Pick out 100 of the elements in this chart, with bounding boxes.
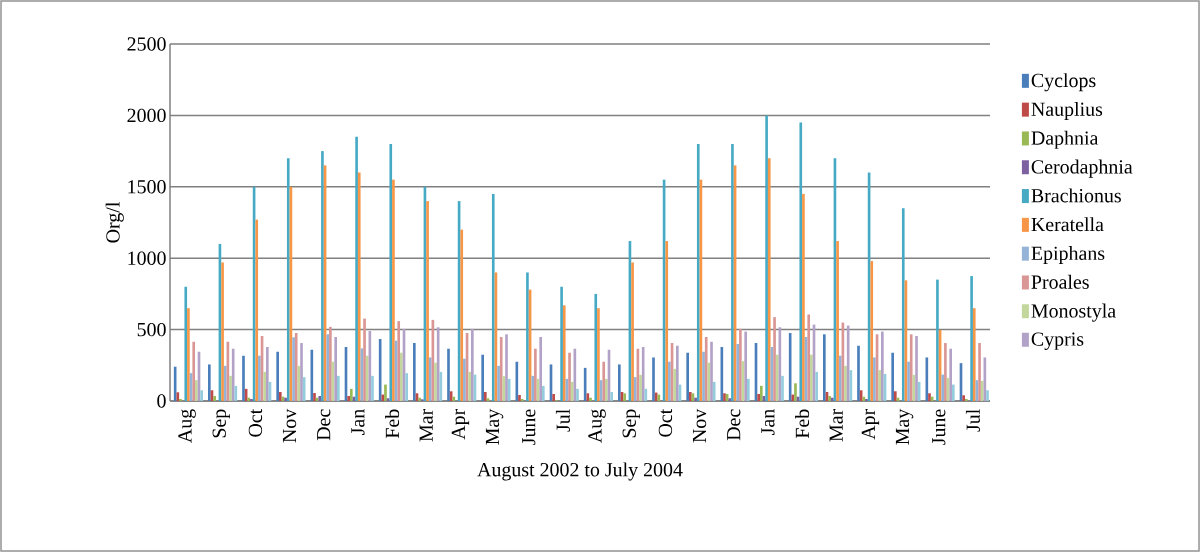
bar [562,305,566,401]
bar [278,392,282,401]
legend-label: Brachionus [1031,188,1121,203]
bar [736,344,740,401]
bar [686,352,689,401]
bar [759,385,763,401]
bar [728,398,732,401]
x-tick-label: Mar [419,408,433,442]
bar [807,314,811,401]
bar [255,219,259,401]
bar [881,331,884,401]
bar [901,208,905,401]
bar [468,371,472,401]
x-tick-label: Oct [248,408,263,437]
x-tick-label: Mar [829,408,843,442]
bar [326,334,330,401]
bar [497,365,500,401]
bar [321,151,324,401]
y-axis-title: Org/l [105,202,124,243]
bar [986,390,989,401]
y-tick-label: 2000 [127,108,166,123]
bar [665,241,669,401]
bar [539,337,543,401]
bar [773,317,776,401]
bar [568,352,571,401]
bar [434,362,437,401]
bar [696,143,700,401]
bar [810,354,813,401]
bar [505,334,508,401]
bar [576,388,579,401]
bar [952,384,955,401]
bar [381,394,385,401]
bar [263,371,267,401]
bar [781,375,784,401]
bar [229,375,232,401]
bar [499,337,503,401]
bar [208,364,211,401]
bar [652,357,655,401]
bar [534,348,537,401]
bar [618,364,621,401]
bar [428,357,432,401]
bar [452,396,456,401]
bar [633,377,637,401]
bar [694,397,697,401]
bar [413,343,416,401]
bar [355,136,358,401]
x-tick-label: Feb [385,409,400,439]
bar [836,241,839,401]
x-tick-label: Dec [317,409,331,441]
bar [949,348,953,401]
bar [878,370,882,401]
legend-label: Epiphans [1031,246,1105,265]
bar [641,347,645,401]
bar [870,261,874,401]
legend-label: Daphnia [1031,130,1099,149]
bar [184,286,188,401]
bar [978,343,981,401]
bar [347,396,350,401]
bar [192,341,196,401]
bar [187,308,190,401]
bar [631,262,634,401]
bar [426,201,429,401]
bar [731,143,734,401]
bar [891,352,894,401]
bar [757,394,760,401]
bar [242,355,245,401]
bar [542,385,545,401]
bar [639,374,642,401]
x-tick-label: Aug [588,409,606,443]
bar [266,347,269,401]
x-tick-label: May [895,408,914,445]
bar [552,394,555,401]
bar [857,345,860,401]
bar [531,375,535,401]
x-tick-label: Apr [451,408,470,440]
bar [397,321,401,401]
bar [363,318,366,401]
bar [791,394,795,401]
bar [907,361,910,401]
bar [460,229,464,401]
bar [972,308,976,401]
bar [483,392,487,401]
bar [286,158,290,401]
x-tick-label: Nov [692,408,707,443]
x-tick-label: Jan [351,409,365,435]
bar [775,354,779,401]
bar [802,193,805,401]
x-tick-label: Feb [795,409,810,439]
bar [936,279,939,401]
bar [258,355,261,401]
bar [846,325,850,401]
x-tick-label: Nov [282,408,297,443]
bar [334,337,337,401]
bar [586,393,590,401]
bar [676,345,679,401]
bar [300,343,303,401]
bar [463,358,466,401]
bar [710,341,713,401]
bar [276,351,279,401]
bar [357,172,361,401]
